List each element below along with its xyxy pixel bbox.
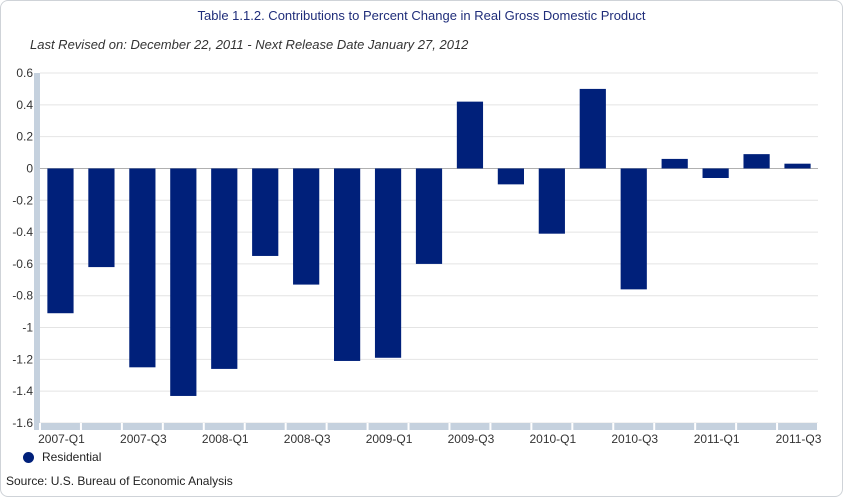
y-tick-label: 0.6 [16,66,33,80]
bar-2008-Q4 [334,168,361,361]
x-tick-label: 2007-Q1 [38,432,85,446]
bar-2008-Q3 [293,168,320,285]
x-tick-label: 2011-Q3 [776,432,822,446]
y-tick-label: -0.4 [12,225,33,239]
bar-2010-Q4 [661,158,688,169]
x-tick-label: 2007-Q3 [120,432,167,446]
x-tick-label: 2010-Q3 [611,432,658,446]
legend-label: Residential [42,450,102,464]
x-tick-label: 2009-Q1 [366,432,413,446]
bar-2008-Q2 [252,168,279,256]
bar-2007-Q3 [129,168,156,368]
y-tick-label: -0.2 [12,193,33,207]
bar-2007-Q2 [88,168,115,268]
bar-2009-Q1 [374,168,402,358]
bar-2011-Q2 [743,154,770,169]
y-tick-label: -0.6 [12,257,33,271]
source-note: Source: U.S. Bureau of Economic Analysis [6,474,233,488]
y-axis-band [34,73,40,423]
x-tick-label: 2008-Q1 [202,432,249,446]
legend[interactable]: Residential [23,450,101,464]
y-tick-label: 0 [26,161,33,175]
x-tick-label: 2009-Q3 [448,432,495,446]
bar-2010-Q2 [579,88,606,169]
x-axis-band [34,423,818,430]
bar-2008-Q1 [211,168,238,369]
y-tick-label: -1.4 [12,384,33,398]
y-tick-label: 0.4 [16,98,33,112]
x-tick-label: 2010-Q1 [529,432,576,446]
legend-marker-icon [23,451,34,463]
chart-subtitle: Last Revised on: December 22, 2011 - Nex… [30,37,469,52]
bar-2009-Q4 [497,168,524,185]
bar-2007-Q1 [47,168,74,314]
x-tick-label: 2011-Q1 [694,432,740,446]
chart-title: Table 1.1.2. Contributions to Percent Ch… [197,8,646,23]
y-tick-label: -0.8 [12,289,33,303]
bar-2011-Q3 [784,163,811,169]
bar-2007-Q4 [170,168,197,396]
y-tick-label: -1 [22,321,33,335]
bar-2010-Q1 [538,168,565,234]
y-tick-label: 0.2 [16,130,33,144]
bar-2009-Q2 [415,168,443,264]
y-tick-label: -1.2 [12,352,33,366]
bar-2009-Q3 [456,101,484,169]
bar-2011-Q1 [702,168,729,178]
x-tick-label: 2008-Q3 [284,432,331,446]
bar-2010-Q3 [620,168,647,290]
y-tick-label: -1.6 [12,416,33,430]
